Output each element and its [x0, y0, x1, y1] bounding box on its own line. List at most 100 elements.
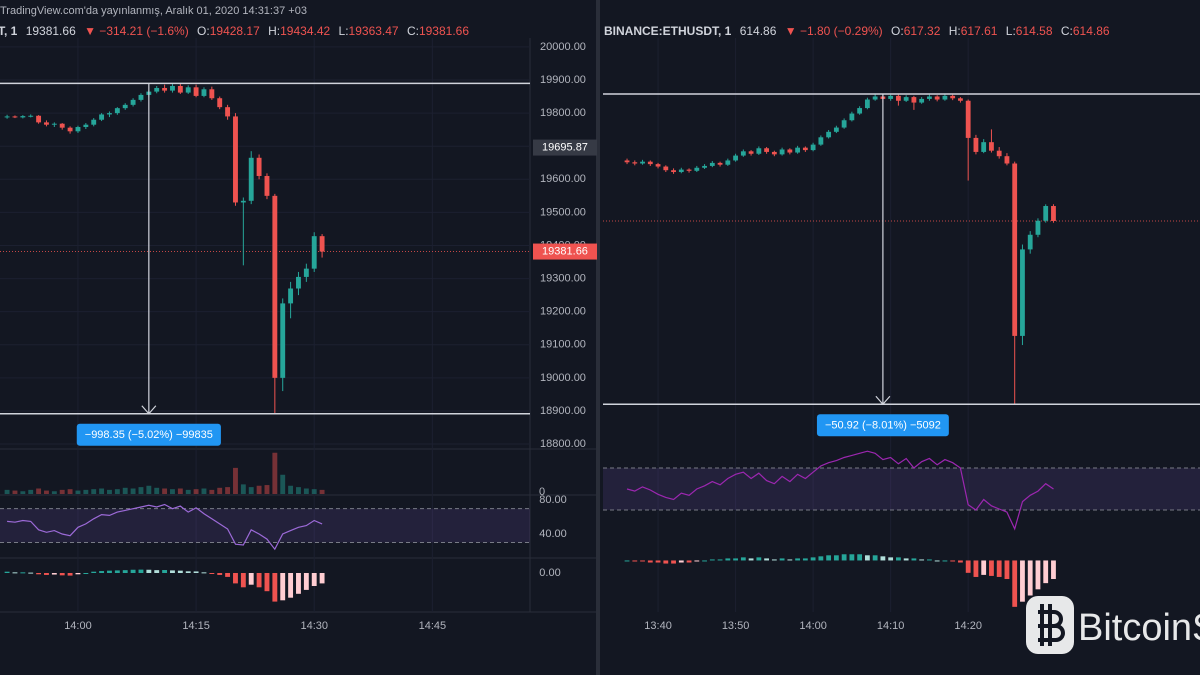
volume-bar	[177, 488, 183, 494]
macd-bar	[880, 556, 886, 561]
macd-bar	[303, 573, 309, 590]
volume-bar	[193, 489, 199, 494]
volume-bar	[280, 474, 286, 494]
price-tick-label: 19100.00	[540, 339, 586, 351]
macd-bar	[1043, 560, 1049, 584]
candle-body	[217, 98, 223, 108]
measure-label-box	[816, 414, 949, 437]
ohlc-value: 617.61	[960, 24, 998, 38]
candle-body	[1027, 234, 1033, 250]
volume-bar	[36, 488, 42, 494]
candle-body	[810, 144, 816, 151]
rsi-band	[0, 508, 530, 543]
change: ▼ −1.80 (−0.29%)	[784, 24, 883, 38]
macd-bar	[44, 573, 49, 575]
macd-bar	[170, 570, 175, 573]
candle-body	[973, 137, 979, 152]
volume-bar	[248, 487, 254, 494]
volume-bar	[12, 490, 18, 494]
price-tick-label: 19300.00	[540, 272, 586, 284]
ohlc-value: 617.32	[903, 24, 941, 38]
candle-body	[75, 127, 81, 132]
volume-tick-label: 0	[539, 486, 545, 498]
candle-body	[678, 169, 684, 173]
candle-body	[942, 95, 948, 100]
volume-bar	[107, 489, 112, 494]
volume-bar	[122, 487, 128, 494]
candle-body	[233, 116, 238, 203]
macd-bar	[130, 569, 136, 573]
ohlc-key: O:	[891, 24, 904, 38]
candle-body	[296, 276, 301, 289]
macd-bar	[138, 569, 144, 573]
macd-bar	[678, 560, 684, 563]
ohlc-value: 19434.42	[280, 24, 331, 38]
last-price: 19381.66	[25, 24, 76, 38]
macd-bar	[225, 573, 231, 577]
volume-bar	[59, 489, 65, 494]
macd-bar	[1004, 560, 1010, 580]
candle-body	[895, 95, 901, 101]
macd-bar	[671, 560, 676, 564]
candle-body	[663, 166, 669, 171]
candle-body	[114, 108, 120, 114]
candle-body	[51, 123, 57, 125]
price-tick-label: 18900.00	[540, 405, 586, 417]
macd-bar	[185, 571, 191, 573]
macd-bar	[122, 570, 128, 573]
candle-body	[795, 147, 801, 153]
candle-body	[857, 108, 863, 114]
candle-body	[934, 96, 940, 100]
macd-bar	[702, 560, 707, 562]
ohlc-value: 614.86	[1072, 24, 1110, 38]
candle-body	[1012, 163, 1018, 336]
time-label: 14:00	[799, 620, 827, 632]
macd-bar	[264, 573, 270, 592]
macd-bar	[981, 560, 987, 575]
candle-body	[841, 120, 847, 128]
macd-bar	[1020, 560, 1025, 602]
published-note: TradingView.com'da yayınlanmış, Aralık 0…	[0, 5, 307, 17]
macd-bar	[733, 558, 738, 561]
candle-body	[709, 162, 715, 166]
time-label: 14:45	[419, 620, 447, 632]
candle-body	[740, 151, 746, 156]
time-label: 14:10	[877, 620, 905, 632]
price-tick-label: 19000.00	[540, 372, 586, 384]
candle-body	[280, 303, 286, 378]
candle-body	[919, 98, 925, 103]
price-label-box	[533, 139, 597, 156]
macd-bar	[36, 573, 42, 575]
macd-bar	[256, 573, 262, 588]
volume-bar	[75, 490, 81, 494]
macd-bar	[217, 573, 223, 575]
macd-bar	[1027, 560, 1033, 596]
candle-body	[818, 137, 824, 145]
candle-body	[107, 113, 112, 115]
price-tick-label: 20000.00	[540, 41, 586, 53]
candle-body	[888, 95, 894, 99]
candle-body	[59, 123, 65, 128]
ohlc-key: H:	[948, 24, 961, 38]
rsi-tick-label: 80.00	[539, 494, 567, 506]
candle-body	[177, 85, 183, 93]
volume-bar	[185, 489, 191, 494]
macd-bar	[248, 573, 254, 585]
volume-bar	[154, 487, 160, 494]
macd-bar	[233, 573, 238, 584]
candle-body	[240, 200, 246, 203]
volume-bar	[288, 485, 294, 494]
macd-bar	[162, 570, 168, 573]
symbol: T, 1	[0, 24, 18, 38]
macd-bar	[663, 560, 669, 564]
measure-arrow	[141, 83, 157, 415]
macd-bar	[895, 557, 901, 561]
volume-bar	[170, 489, 175, 494]
candle-body	[1043, 206, 1049, 221]
macd-bar	[927, 559, 932, 561]
time-label: 13:50	[722, 620, 750, 632]
ohlc-key: C:	[406, 24, 419, 38]
price-label: 19695.87	[542, 141, 588, 153]
macd-bar	[99, 571, 105, 573]
